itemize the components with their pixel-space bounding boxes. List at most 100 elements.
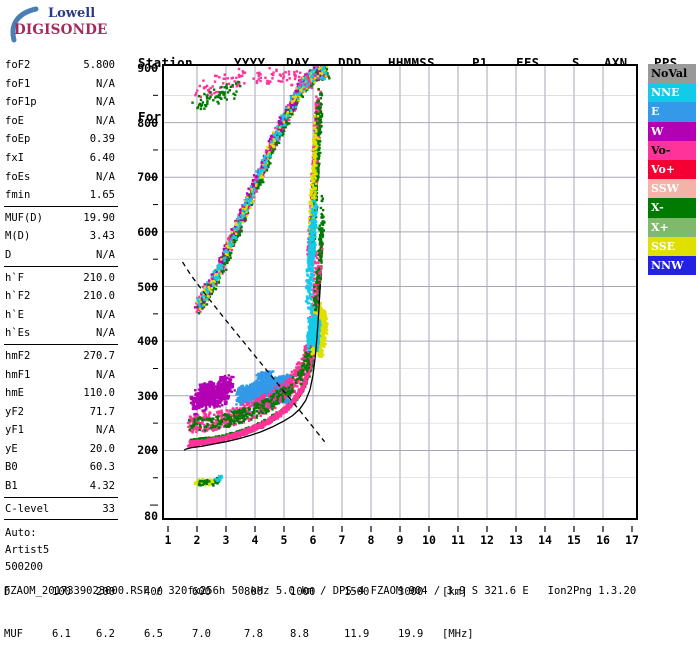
- auto-code: 500200: [5, 559, 122, 576]
- param-name: MUF(D): [5, 209, 43, 228]
- param-value: 6.40: [90, 149, 115, 168]
- param-value: 4.32: [90, 477, 115, 496]
- legend-item-nne[interactable]: NNE: [648, 83, 696, 102]
- muf-value-2: 6.5: [144, 627, 163, 641]
- param-name: yF1: [5, 421, 24, 440]
- param-value: N/A: [96, 366, 115, 385]
- param-value: N/A: [96, 306, 115, 325]
- x-tick-8: 8: [368, 533, 375, 547]
- param-group-3: hmF2 270.7 hmF1 N/A hmE 110.0 yF2 71.7 yF1 N/A yE 2…: [0, 347, 122, 496]
- legend-item-x[interactable]: X+: [648, 218, 696, 237]
- param-row-md: M(D)3.43: [0, 227, 122, 246]
- param-value: N/A: [96, 93, 115, 112]
- param-value: 20.0: [90, 440, 115, 459]
- x-tick-6: 6: [310, 533, 317, 547]
- param-separator: [4, 519, 118, 520]
- param-separator: [4, 206, 118, 207]
- x-tick-4: 4: [252, 533, 259, 547]
- param-name: foF1: [5, 75, 30, 94]
- muf-value-0: 6.1: [52, 627, 71, 641]
- param-value: 71.7: [90, 403, 115, 422]
- ionogram-plot[interactable]: [162, 64, 638, 520]
- param-name: D: [5, 246, 11, 265]
- param-value: 3.43: [90, 227, 115, 246]
- param-value: 0.39: [90, 130, 115, 149]
- x-tick-marks: [162, 526, 638, 534]
- param-name: yF2: [5, 403, 24, 422]
- x-tick-11: 11: [451, 533, 465, 547]
- legend-item-nnw[interactable]: NNW: [648, 256, 696, 275]
- legend-item-e[interactable]: E: [648, 102, 696, 121]
- param-row-mufd: MUF(D) 19.90: [0, 209, 122, 228]
- logo-lowell-text: Lowell: [48, 6, 95, 21]
- param-value: 270.7: [83, 347, 115, 366]
- muf-unit: [MHz]: [442, 627, 474, 641]
- x-tick-3: 3: [223, 533, 230, 547]
- legend-item-x[interactable]: X-: [648, 198, 696, 217]
- param-row-fxi: fxI 6.40: [0, 149, 122, 168]
- param-row-fof1: foF1 N/A: [0, 75, 122, 94]
- param-separator: [4, 344, 118, 345]
- auto-label: Auto:: [5, 525, 122, 542]
- param-name: foE: [5, 112, 24, 131]
- param-name: h`E: [5, 306, 24, 325]
- legend-item-noval[interactable]: NoVal: [648, 64, 696, 83]
- x-tick-14: 14: [538, 533, 552, 547]
- legend-item-vo[interactable]: Vo+: [648, 160, 696, 179]
- param-name: hmE: [5, 384, 24, 403]
- x-tick-7: 7: [339, 533, 346, 547]
- muf-value-4: 7.8: [244, 627, 263, 641]
- param-name: h`F: [5, 269, 24, 288]
- x-tick-5: 5: [281, 533, 288, 547]
- muf-value-7: 19.9: [398, 627, 423, 641]
- param-row-hmf1: hmF1 N/A: [0, 366, 122, 385]
- param-name: fxI: [5, 149, 24, 168]
- muf-value-5: 8.8: [290, 627, 309, 641]
- lowell-digisonde-logo: Lowell DIGISONDE: [6, 4, 124, 44]
- legend-item-vo[interactable]: Vo-: [648, 141, 696, 160]
- x-tick-15: 15: [567, 533, 581, 547]
- param-name: foEs: [5, 168, 30, 187]
- param-name: C-level: [5, 500, 49, 519]
- x-tick-16: 16: [596, 533, 610, 547]
- muf-label: MUF: [4, 627, 23, 641]
- param-name: hmF1: [5, 366, 30, 385]
- legend-item-w[interactable]: W: [648, 122, 696, 141]
- param-row-ye: yE 20.0: [0, 440, 122, 459]
- param-value: 210.0: [83, 287, 115, 306]
- param-value: N/A: [96, 324, 115, 343]
- param-value: 60.3: [90, 458, 115, 477]
- x-tick-12: 12: [480, 533, 494, 547]
- param-value: 110.0: [83, 384, 115, 403]
- param-row-hme: hmE 110.0: [0, 384, 122, 403]
- param-name: yE: [5, 440, 18, 459]
- param-value: N/A: [96, 75, 115, 94]
- param-name: hmF2: [5, 347, 30, 366]
- legend-item-ssw[interactable]: SSW: [648, 179, 696, 198]
- param-row-yf2: yF2 71.7: [0, 403, 122, 422]
- x-tick-9: 9: [397, 533, 404, 547]
- x-tick-10: 10: [422, 533, 436, 547]
- muf-value-1: 6.2: [96, 627, 115, 641]
- param-row-he: h`E N/A: [0, 306, 122, 325]
- param-name: foEp: [5, 130, 30, 149]
- param-value: 19.90: [83, 209, 115, 228]
- param-value: N/A: [96, 421, 115, 440]
- legend-item-sse[interactable]: SSE: [648, 237, 696, 256]
- param-name: fmin: [5, 186, 30, 205]
- x-tick-2: 2: [194, 533, 201, 547]
- muf-value-3: 7.0: [192, 627, 211, 641]
